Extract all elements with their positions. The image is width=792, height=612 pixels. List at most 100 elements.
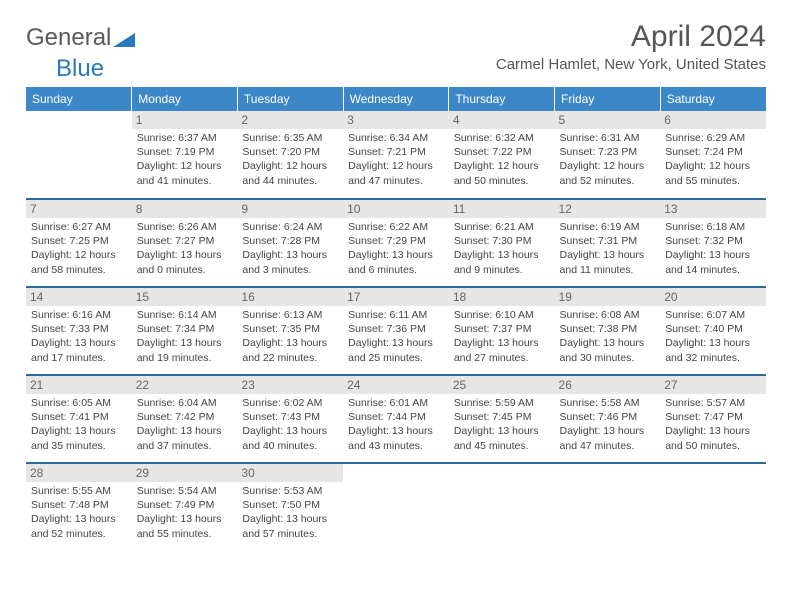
calendar-day-cell: 1 Sunrise: 6:37 AMSunset: 7:19 PMDaylight… [132, 111, 238, 199]
day-number: 1 [132, 111, 238, 129]
day-number: 12 [555, 200, 661, 218]
day-number: 19 [555, 288, 661, 306]
calendar-day-cell: 2 Sunrise: 6:35 AMSunset: 7:20 PMDaylight… [237, 111, 343, 199]
calendar-day-cell: 11 Sunrise: 6:21 AMSunset: 7:30 PMDayligh… [449, 199, 555, 287]
day-info: Sunrise: 6:21 AMSunset: 7:30 PMDaylight:… [454, 220, 550, 277]
day-info: Sunrise: 6:16 AMSunset: 7:33 PMDaylight:… [31, 308, 127, 365]
day-number: 27 [660, 376, 766, 394]
calendar-day-cell: 13 Sunrise: 6:18 AMSunset: 7:32 PMDayligh… [660, 199, 766, 287]
weekday-header: Tuesday [237, 87, 343, 111]
day-info: Sunrise: 6:10 AMSunset: 7:37 PMDaylight:… [454, 308, 550, 365]
day-number: 21 [26, 376, 132, 394]
day-info: Sunrise: 5:58 AMSunset: 7:46 PMDaylight:… [560, 396, 656, 453]
calendar-day-cell: 19 Sunrise: 6:08 AMSunset: 7:38 PMDayligh… [555, 287, 661, 375]
calendar-day-cell [343, 463, 449, 551]
day-number: 15 [132, 288, 238, 306]
day-number: 16 [237, 288, 343, 306]
calendar-day-cell [660, 463, 766, 551]
calendar-week-row: 28 Sunrise: 5:55 AMSunset: 7:48 PMDayligh… [26, 463, 766, 551]
logo-text-blue: Blue [56, 55, 792, 83]
calendar-day-cell: 30 Sunrise: 5:53 AMSunset: 7:50 PMDayligh… [237, 463, 343, 551]
day-number: 24 [343, 376, 449, 394]
day-number: 2 [237, 111, 343, 129]
day-info: Sunrise: 6:24 AMSunset: 7:28 PMDaylight:… [242, 220, 338, 277]
day-number: 14 [26, 288, 132, 306]
calendar-day-cell: 15 Sunrise: 6:14 AMSunset: 7:34 PMDayligh… [132, 287, 238, 375]
calendar-day-cell: 6 Sunrise: 6:29 AMSunset: 7:24 PMDaylight… [660, 111, 766, 199]
calendar-day-cell: 25 Sunrise: 5:59 AMSunset: 7:45 PMDayligh… [449, 375, 555, 463]
calendar-day-cell: 18Sunrise: 6:10 AMSunset: 7:37 PMDayligh… [449, 287, 555, 375]
calendar-body: 1 Sunrise: 6:37 AMSunset: 7:19 PMDaylight… [26, 111, 766, 551]
day-info: Sunrise: 6:07 AMSunset: 7:40 PMDaylight:… [665, 308, 761, 365]
calendar-day-cell: 22Sunrise: 6:04 AMSunset: 7:42 PMDayligh… [132, 375, 238, 463]
day-number: 11 [449, 200, 555, 218]
calendar-table: SundayMondayTuesdayWednesdayThursdayFrid… [26, 87, 766, 551]
weekday-header: Wednesday [343, 87, 449, 111]
day-info: Sunrise: 5:59 AMSunset: 7:45 PMDaylight:… [454, 396, 550, 453]
day-number: 4 [449, 111, 555, 129]
day-info: Sunrise: 6:08 AMSunset: 7:38 PMDaylight:… [560, 308, 656, 365]
day-info: Sunrise: 6:14 AMSunset: 7:34 PMDaylight:… [137, 308, 233, 365]
calendar-day-cell: 16 Sunrise: 6:13 AMSunset: 7:35 PMDayligh… [237, 287, 343, 375]
day-number: 28 [26, 464, 132, 482]
day-info: Sunrise: 6:27 AMSunset: 7:25 PMDaylight:… [31, 220, 127, 277]
calendar-week-row: 14 Sunrise: 6:16 AMSunset: 7:33 PMDayligh… [26, 287, 766, 375]
day-info: Sunrise: 6:26 AMSunset: 7:27 PMDaylight:… [137, 220, 233, 277]
month-title: April 2024 [496, 20, 766, 54]
calendar-day-cell [26, 111, 132, 199]
day-info: Sunrise: 5:54 AMSunset: 7:49 PMDaylight:… [137, 484, 233, 541]
calendar-day-cell: 3 Sunrise: 6:34 AMSunset: 7:21 PMDaylight… [343, 111, 449, 199]
calendar-day-cell: 29 Sunrise: 5:54 AMSunset: 7:49 PMDayligh… [132, 463, 238, 551]
weekday-header: Sunday [26, 87, 132, 111]
calendar-day-cell: 4Sunrise: 6:32 AMSunset: 7:22 PMDaylight… [449, 111, 555, 199]
weekday-header: Thursday [449, 87, 555, 111]
logo: General [26, 24, 135, 52]
day-number: 25 [449, 376, 555, 394]
day-info: Sunrise: 6:31 AMSunset: 7:23 PMDaylight:… [560, 131, 656, 188]
day-info: Sunrise: 6:01 AMSunset: 7:44 PMDaylight:… [348, 396, 444, 453]
day-number: 9 [237, 200, 343, 218]
calendar-header-row: SundayMondayTuesdayWednesdayThursdayFrid… [26, 87, 766, 111]
calendar-day-cell: 9 Sunrise: 6:24 AMSunset: 7:28 PMDaylight… [237, 199, 343, 287]
calendar-day-cell: 27 Sunrise: 5:57 AMSunset: 7:47 PMDayligh… [660, 375, 766, 463]
day-info: Sunrise: 5:57 AMSunset: 7:47 PMDaylight:… [665, 396, 761, 453]
day-info: Sunrise: 6:11 AMSunset: 7:36 PMDaylight:… [348, 308, 444, 365]
day-number: 3 [343, 111, 449, 129]
day-number: 13 [660, 200, 766, 218]
day-info: Sunrise: 6:05 AMSunset: 7:41 PMDaylight:… [31, 396, 127, 453]
day-number: 30 [237, 464, 343, 482]
day-info: Sunrise: 6:18 AMSunset: 7:32 PMDaylight:… [665, 220, 761, 277]
day-info: Sunrise: 5:53 AMSunset: 7:50 PMDaylight:… [242, 484, 338, 541]
calendar-day-cell: 5Sunrise: 6:31 AMSunset: 7:23 PMDaylight… [555, 111, 661, 199]
calendar-day-cell: 23Sunrise: 6:02 AMSunset: 7:43 PMDayligh… [237, 375, 343, 463]
day-number: 6 [660, 111, 766, 129]
calendar-day-cell [449, 463, 555, 551]
calendar-day-cell: 10Sunrise: 6:22 AMSunset: 7:29 PMDayligh… [343, 199, 449, 287]
day-info: Sunrise: 6:13 AMSunset: 7:35 PMDaylight:… [242, 308, 338, 365]
day-info: Sunrise: 6:35 AMSunset: 7:20 PMDaylight:… [242, 131, 338, 188]
day-number: 8 [132, 200, 238, 218]
day-number: 20 [660, 288, 766, 306]
calendar-week-row: 7 Sunrise: 6:27 AMSunset: 7:25 PMDaylight… [26, 199, 766, 287]
calendar-day-cell [555, 463, 661, 551]
day-number: 7 [26, 200, 132, 218]
logo-triangle-icon [113, 29, 135, 47]
day-info: Sunrise: 6:34 AMSunset: 7:21 PMDaylight:… [348, 131, 444, 188]
day-info: Sunrise: 6:37 AMSunset: 7:19 PMDaylight:… [137, 131, 233, 188]
calendar-day-cell: 12Sunrise: 6:19 AMSunset: 7:31 PMDayligh… [555, 199, 661, 287]
day-info: Sunrise: 6:29 AMSunset: 7:24 PMDaylight:… [665, 131, 761, 188]
day-info: Sunrise: 5:55 AMSunset: 7:48 PMDaylight:… [31, 484, 127, 541]
calendar-day-cell: 20 Sunrise: 6:07 AMSunset: 7:40 PMDayligh… [660, 287, 766, 375]
day-number: 26 [555, 376, 661, 394]
calendar-page: General April 2024 Carmel Hamlet, New Yo… [0, 0, 792, 571]
calendar-day-cell: 14 Sunrise: 6:16 AMSunset: 7:33 PMDayligh… [26, 287, 132, 375]
day-number: 10 [343, 200, 449, 218]
weekday-header: Saturday [660, 87, 766, 111]
calendar-week-row: 21 Sunrise: 6:05 AMSunset: 7:41 PMDayligh… [26, 375, 766, 463]
calendar-day-cell: 24 Sunrise: 6:01 AMSunset: 7:44 PMDayligh… [343, 375, 449, 463]
calendar-week-row: 1 Sunrise: 6:37 AMSunset: 7:19 PMDaylight… [26, 111, 766, 199]
calendar-day-cell: 21 Sunrise: 6:05 AMSunset: 7:41 PMDayligh… [26, 375, 132, 463]
day-number: 29 [132, 464, 238, 482]
day-number: 22 [132, 376, 238, 394]
calendar-day-cell: 7 Sunrise: 6:27 AMSunset: 7:25 PMDaylight… [26, 199, 132, 287]
